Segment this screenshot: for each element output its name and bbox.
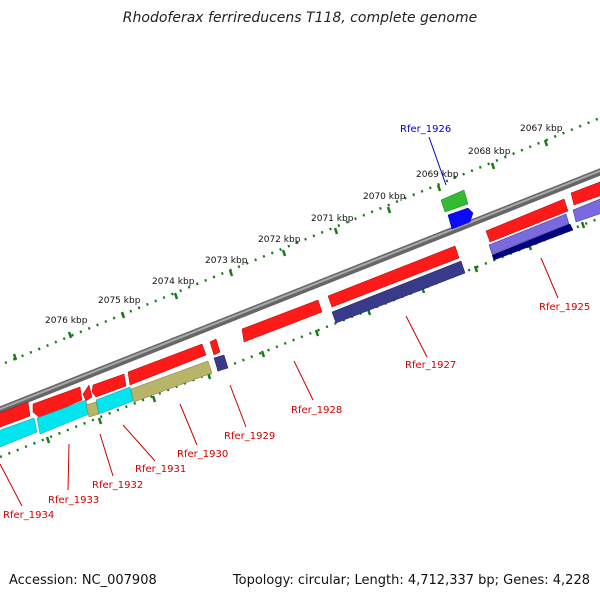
gene-rfer-1925 <box>485 198 569 243</box>
gene-cyan-3 <box>95 386 134 415</box>
kbp-label: 2072 kbp <box>258 235 301 245</box>
kbp-label: 2069 kbp <box>416 170 459 180</box>
label-rfer-1932: Rfer_1932 <box>92 480 143 491</box>
gene-olive-2 <box>130 360 213 403</box>
kbp-label: 2074 kbp <box>152 277 195 287</box>
outer-major-ticks <box>12 139 549 361</box>
label-rfer-1934: Rfer_1934 <box>3 510 54 521</box>
label-rfer-1930: Rfer_1930 <box>177 449 228 460</box>
gene-rfer-1930 <box>127 343 207 386</box>
genome-summary-text: Topology: circular; Length: 4,712,337 bp… <box>232 573 590 588</box>
label-rfer-1931: Rfer_1931 <box>135 464 186 475</box>
gene-lavender <box>488 213 570 255</box>
kbp-label: 2076 kbp <box>45 316 88 326</box>
label-rfer-1925: Rfer_1925 <box>539 302 590 313</box>
gene-lavender-2 <box>572 198 600 223</box>
accession-text: Accession: NC_007908 <box>9 573 157 588</box>
label-rfer-1929: Rfer_1929 <box>224 431 275 442</box>
map-title: Rhodoferax ferrireducens T118, complete … <box>122 10 478 26</box>
kbp-label: 2070 kbp <box>363 192 406 202</box>
gene-navy-1 <box>213 354 229 372</box>
gene-cyan-1 <box>0 417 38 448</box>
gene-rfer-1931 <box>91 373 127 398</box>
kbp-label: 2075 kbp <box>98 296 141 306</box>
gene-rfer-1929 <box>209 338 221 356</box>
kbp-label: 2067 kbp <box>520 124 563 134</box>
gene-rfer-1928 <box>241 299 323 343</box>
gene-rfer-1926 <box>440 189 469 213</box>
forward-genes <box>0 181 600 428</box>
gene-navy-1927 <box>331 260 466 324</box>
gene-dark-navy <box>491 223 574 261</box>
kbp-label: 2071 kbp <box>311 214 354 224</box>
kbp-label: 2068 kbp <box>468 147 511 157</box>
kbp-label: 2073 kbp <box>205 256 248 266</box>
gene-next-red <box>570 181 600 206</box>
label-rfer-1933: Rfer_1933 <box>48 495 99 506</box>
secondary-genes <box>0 189 600 448</box>
label-rfer-1926: Rfer_1926 <box>400 124 451 135</box>
gene-rfer-1934 <box>0 401 31 428</box>
gene-rfer-1927 <box>327 245 460 308</box>
label-rfer-1928: Rfer_1928 <box>291 405 342 416</box>
label-rfer-1927: Rfer_1927 <box>405 360 456 371</box>
gene-blue <box>447 207 474 230</box>
label-leaders <box>0 136 559 507</box>
gene-rfer-1932 <box>82 384 93 402</box>
